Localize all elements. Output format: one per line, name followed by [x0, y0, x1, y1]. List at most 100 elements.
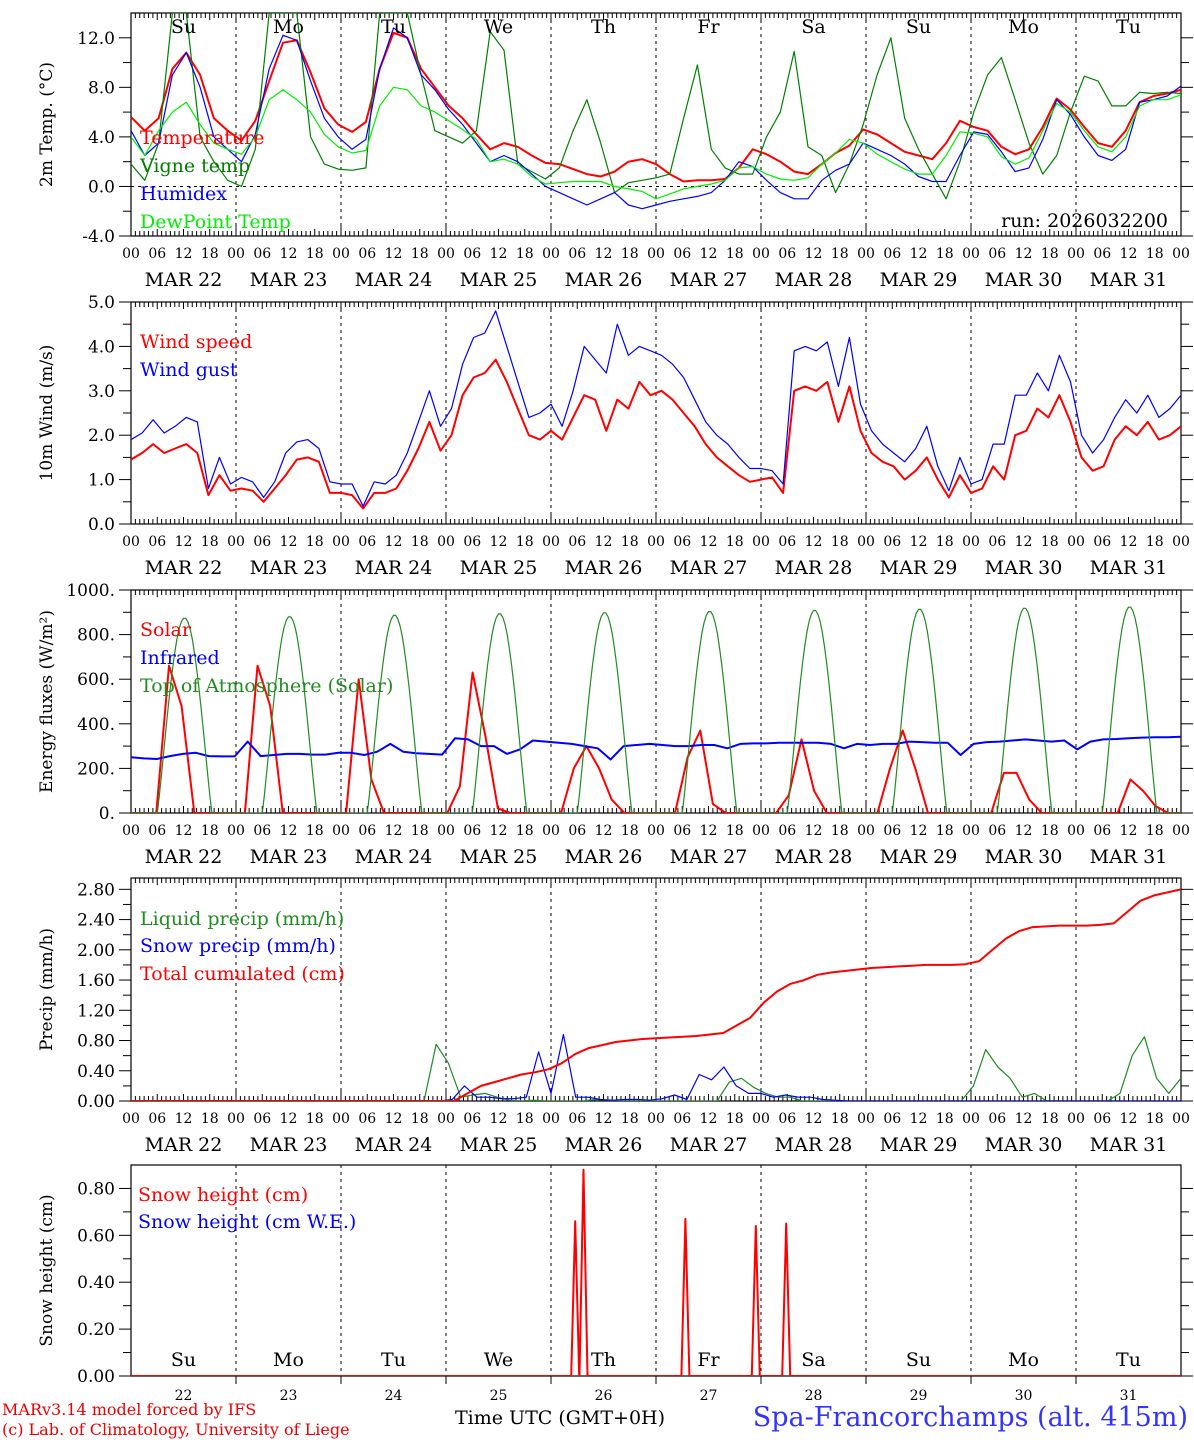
x-hour-label: 18 — [831, 1111, 849, 1127]
x-hour-label: 00 — [122, 246, 140, 262]
x-hour-label: 12 — [1015, 246, 1033, 262]
y-tick-label: 800. — [77, 626, 115, 646]
x-hour-label: 12 — [385, 823, 403, 839]
y-tick-label: 0. — [99, 804, 115, 824]
x-date-label: MAR 24 — [355, 846, 433, 868]
x-hour-label: 00 — [752, 1111, 770, 1127]
x-date-label: MAR 23 — [250, 1134, 328, 1156]
weekday-label: Mo — [1008, 1349, 1039, 1371]
x-hour-label: 00 — [647, 823, 665, 839]
x-date-label: MAR 23 — [250, 269, 328, 291]
x-hour-label: 00 — [857, 534, 875, 550]
weekday-label: Su — [906, 16, 931, 38]
x-hour-label: 00 — [437, 246, 455, 262]
x-hour-label: 00 — [857, 1111, 875, 1127]
x-hour-label: 06 — [358, 246, 376, 262]
weekday-label: Mo — [273, 1349, 304, 1371]
x-hour-label: 18 — [201, 246, 219, 262]
x-day-number-label: 28 — [805, 1388, 823, 1404]
x-hour-label: 12 — [910, 1111, 928, 1127]
y-tick-label: 0.00 — [77, 1092, 115, 1112]
x-hour-label: 12 — [280, 246, 298, 262]
x-date-label: MAR 30 — [985, 269, 1063, 291]
x-hour-label: 12 — [700, 1111, 718, 1127]
x-hour-label: 18 — [621, 246, 639, 262]
x-hour-label: 00 — [332, 823, 350, 839]
x-hour-label: 06 — [778, 534, 796, 550]
x-hour-label: 12 — [175, 1111, 193, 1127]
x-hour-label: 00 — [962, 534, 980, 550]
x-hour-label: 00 — [542, 1111, 560, 1127]
x-hour-label: 18 — [1041, 823, 1059, 839]
x-hour-label: 00 — [227, 246, 245, 262]
x-date-label: MAR 26 — [565, 1134, 643, 1156]
x-hour-label: 06 — [673, 823, 691, 839]
x-hour-label: 12 — [385, 246, 403, 262]
x-hour-label: 18 — [726, 1111, 744, 1127]
y-tick-label: 0.80 — [77, 1032, 115, 1052]
x-hour-label: 18 — [726, 534, 744, 550]
y-tick-label: 0.0 — [88, 515, 115, 535]
x-hour-label: 06 — [463, 823, 481, 839]
x-hour-label: 00 — [332, 534, 350, 550]
series-wind-speed — [131, 358, 1181, 510]
x-hour-label: 00 — [122, 534, 140, 550]
x-hour-label: 00 — [1172, 246, 1190, 262]
x-hour-label: 00 — [542, 246, 560, 262]
x-hour-label: 06 — [463, 534, 481, 550]
x-hour-label: 00 — [1067, 823, 1085, 839]
x-hour-label: 06 — [778, 246, 796, 262]
panel-precip — [119, 877, 1193, 1102]
x-hour-label: 12 — [805, 1111, 823, 1127]
x-date-label: MAR 30 — [985, 846, 1063, 868]
x-hour-label: 00 — [122, 1111, 140, 1127]
x-date-label: MAR 31 — [1090, 269, 1168, 291]
x-date-label: MAR 31 — [1090, 1134, 1168, 1156]
x-hour-label: 18 — [411, 1111, 429, 1127]
panel-temp — [119, 12, 1193, 237]
x-hour-label: 12 — [595, 823, 613, 839]
y-axis-title: Precip (mm/h) — [37, 928, 57, 1051]
x-hour-label: 12 — [490, 534, 508, 550]
x-hour-label: 06 — [148, 534, 166, 550]
x-date-label: MAR 27 — [670, 1134, 748, 1156]
x-hour-label: 12 — [490, 823, 508, 839]
x-hour-label: 12 — [490, 1111, 508, 1127]
x-hour-label: 12 — [700, 246, 718, 262]
x-hour-label: 00 — [962, 823, 980, 839]
weekday-label: Sa — [801, 1349, 825, 1371]
y-tick-label: 200. — [77, 759, 115, 779]
y-tick-label: 1.60 — [77, 971, 115, 991]
x-date-label: MAR 27 — [670, 269, 748, 291]
y-tick-label: -4.0 — [82, 227, 115, 247]
x-date-label: MAR 29 — [880, 1134, 958, 1156]
x-hour-label: 00 — [1172, 534, 1190, 550]
x-day-number-label: 31 — [1120, 1388, 1138, 1404]
y-axis-title: 10m Wind (m/s) — [37, 345, 57, 482]
weekday-label: Sa — [801, 16, 825, 38]
y-tick-label: 0.40 — [77, 1062, 115, 1082]
x-hour-label: 00 — [962, 246, 980, 262]
x-hour-label: 06 — [1093, 246, 1111, 262]
x-hour-label: 00 — [542, 534, 560, 550]
x-hour-label: 06 — [253, 534, 271, 550]
x-hour-label: 12 — [490, 246, 508, 262]
y-tick-label: 0.00 — [77, 1367, 115, 1387]
x-hour-label: 06 — [988, 246, 1006, 262]
x-hour-label: 18 — [201, 534, 219, 550]
x-hour-label: 18 — [306, 1111, 324, 1127]
y-tick-label: 2.0 — [88, 426, 115, 446]
y-tick-label: 1000. — [66, 581, 115, 601]
y-tick-label: 1.20 — [77, 1001, 115, 1021]
x-date-label: MAR 23 — [250, 846, 328, 868]
x-hour-label: 18 — [1146, 823, 1164, 839]
series-solar — [131, 664, 1181, 813]
x-date-label: MAR 28 — [775, 269, 853, 291]
x-hour-label: 06 — [988, 534, 1006, 550]
weekday-label: Tu — [381, 1349, 406, 1371]
x-hour-label: 18 — [621, 1111, 639, 1127]
x-hour-label: 12 — [700, 534, 718, 550]
x-hour-label: 00 — [437, 823, 455, 839]
x-hour-label: 12 — [175, 246, 193, 262]
